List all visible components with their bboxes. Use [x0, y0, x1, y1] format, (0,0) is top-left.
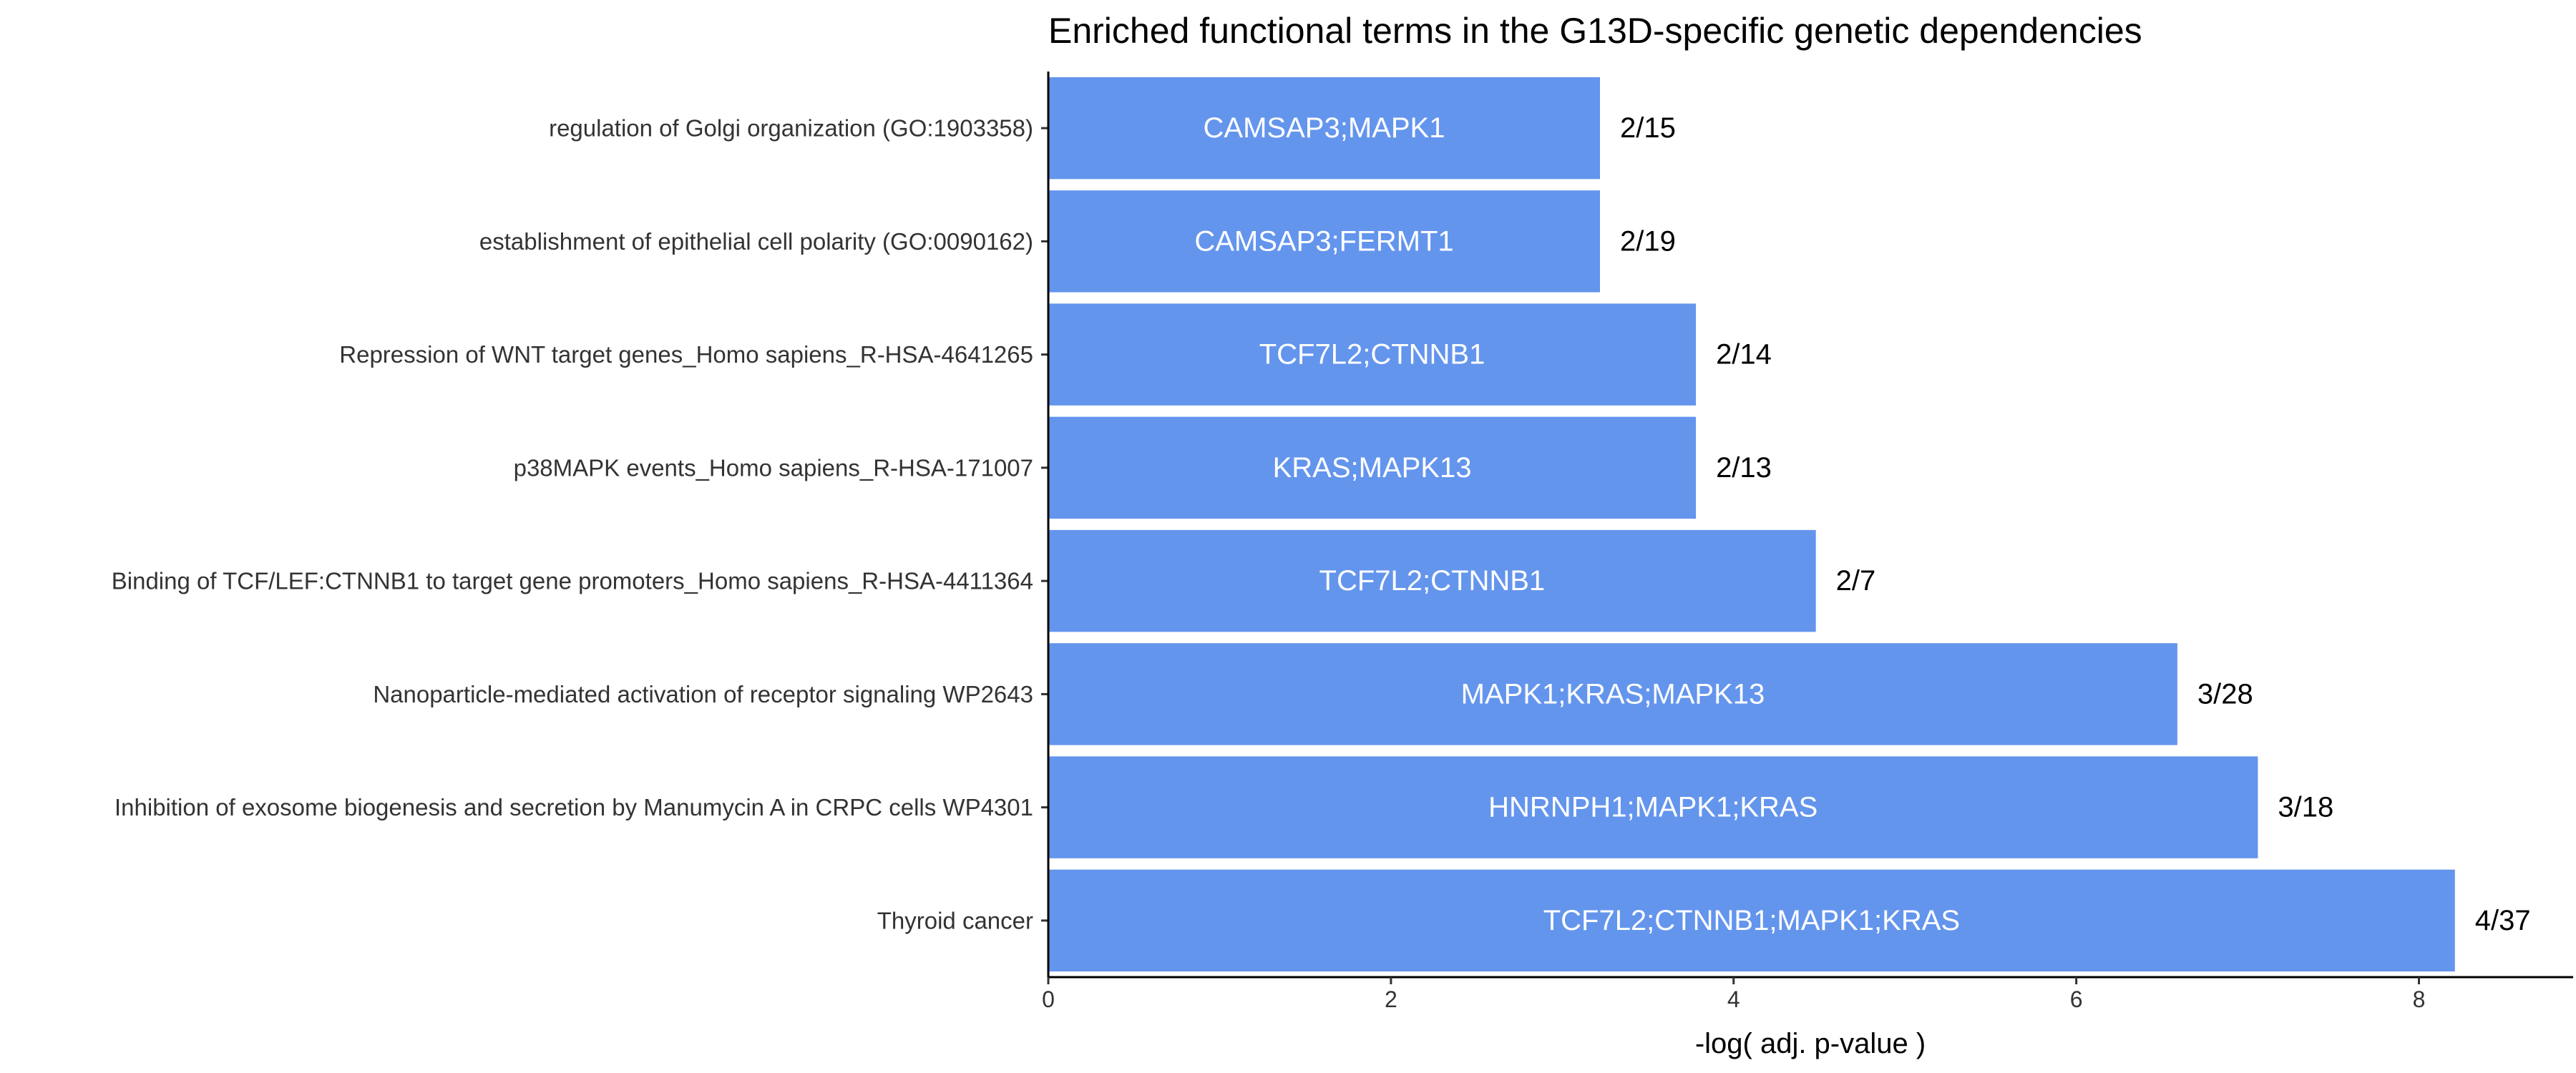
bar	[1048, 303, 1697, 406]
bar	[1048, 869, 2455, 972]
bar	[1048, 643, 2177, 745]
gene-label: TCF7L2;CTNNB1	[1319, 565, 1546, 597]
overlap-label: 2/14	[1716, 339, 1772, 371]
bar	[1048, 416, 1697, 519]
x-tick-label: 6	[2070, 986, 2083, 1012]
bar	[1048, 529, 1816, 632]
bars-layer	[1048, 77, 2455, 972]
bar	[1048, 190, 1600, 293]
labels-layer: regulation of Golgi organization (GO:190…	[112, 112, 2531, 936]
category-label: Nanoparticle-mediated activation of rece…	[373, 681, 1033, 707]
overlap-label: 2/15	[1620, 112, 1676, 144]
overlap-label: 2/7	[1836, 565, 1876, 597]
bar	[1048, 77, 1600, 180]
overlap-label: 3/18	[2278, 792, 2333, 823]
gene-label: CAMSAP3;MAPK1	[1204, 112, 1445, 144]
x-tick-label: 2	[1385, 986, 1397, 1012]
overlap-label: 4/37	[2475, 905, 2531, 936]
category-label: p38MAPK events_Homo sapiens_R-HSA-171007	[514, 454, 1033, 481]
overlap-label: 2/19	[1620, 225, 1676, 257]
gene-label: TCF7L2;CTNNB1	[1259, 339, 1485, 371]
category-label: Inhibition of exosome biogenesis and sec…	[114, 794, 1033, 820]
category-label: establishment of epithelial cell polarit…	[479, 228, 1033, 255]
bar	[1048, 756, 2258, 858]
gene-label: HNRNPH1;MAPK1;KRAS	[1488, 792, 1818, 823]
category-label: regulation of Golgi organization (GO:190…	[549, 115, 1033, 142]
x-ticks: 0 2 4 6 8	[1042, 977, 2425, 1012]
gene-label: CAMSAP3;FERMT1	[1194, 225, 1453, 257]
gene-label: KRAS;MAPK13	[1273, 452, 1472, 484]
gene-label: MAPK1;KRAS;MAPK13	[1461, 678, 1765, 710]
x-tick-label: 4	[1727, 986, 1740, 1012]
category-label: Binding of TCF/LEF:CTNNB1 to target gene…	[112, 568, 1033, 594]
chart-title: Enriched functional terms in the G13D-sp…	[1048, 11, 2142, 51]
x-axis-label: -log( adj. p-value )	[1695, 1028, 1926, 1059]
category-label: Thyroid cancer	[877, 907, 1033, 934]
overlap-label: 3/28	[2197, 678, 2253, 710]
overlap-label: 2/13	[1716, 452, 1772, 484]
x-tick-label: 8	[2413, 986, 2426, 1012]
gene-label: TCF7L2;CTNNB1;MAPK1;KRAS	[1543, 905, 1960, 936]
x-tick-label: 0	[1042, 986, 1055, 1012]
category-label: Repression of WNT target genes_Homo sapi…	[339, 341, 1033, 368]
